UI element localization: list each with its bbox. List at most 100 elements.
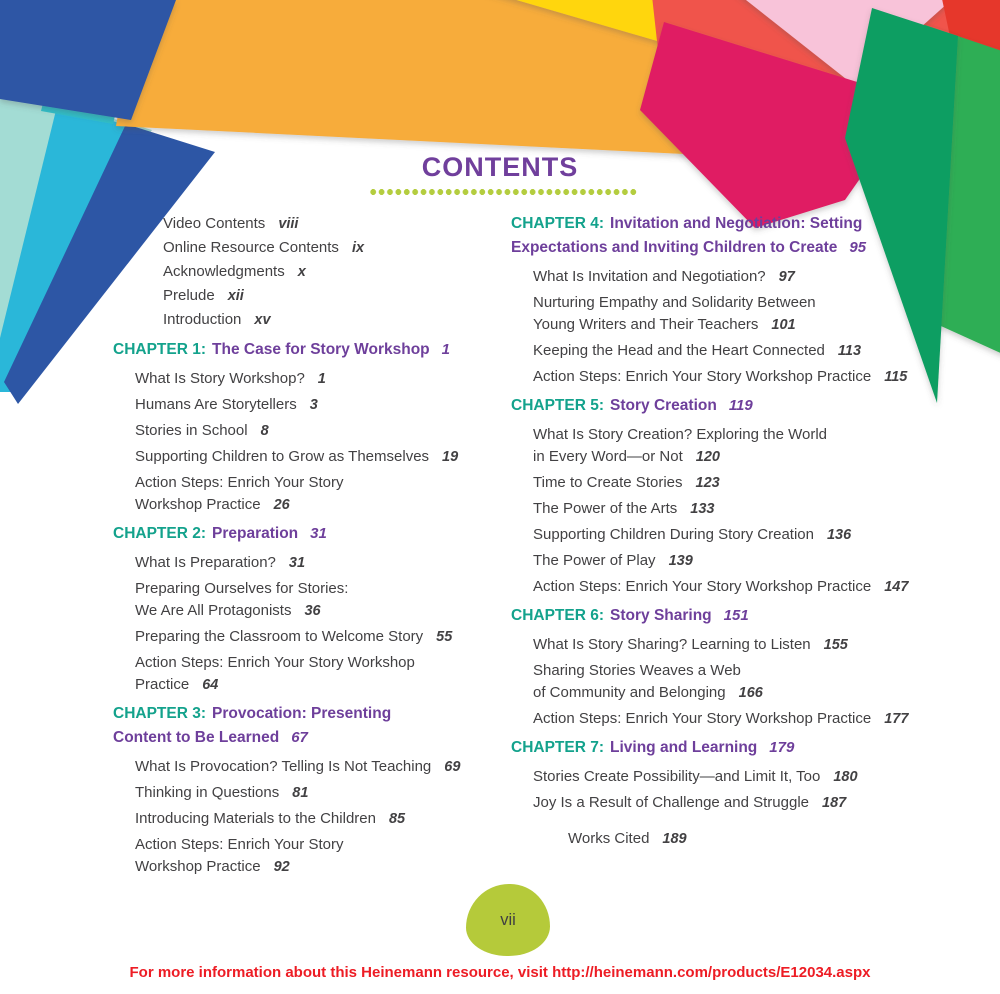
paper-magenta-sheet	[640, 22, 915, 228]
toc-item: What Is Invitation and Negotiation? 97	[511, 266, 899, 288]
item-page-number: 187	[822, 795, 847, 811]
chapter-label: CHAPTER 6:	[511, 607, 605, 624]
item-label: Workshop Practice	[135, 858, 261, 875]
toc-item: What Is Story Workshop? 1	[113, 368, 495, 390]
toc-item: Stories Create Possibility—and Limit It,…	[511, 766, 899, 788]
page-number-badge: vii	[466, 884, 550, 956]
front-matter-item: Prelude xii	[163, 284, 495, 308]
toc-item: Action Steps: Enrich Your Story Workshop…	[511, 576, 908, 598]
item-label: Time to Create Stories	[533, 474, 683, 491]
item-label: The Power of Play	[533, 552, 656, 569]
chapter-page-number: 95	[849, 239, 867, 256]
chapter-page-number: 179	[769, 739, 795, 756]
toc-item: Time to Create Stories 123	[511, 472, 899, 494]
front-matter-item: Video Contents viii	[163, 212, 495, 236]
chapter-title: Invitation and Negotiation: Setting	[610, 215, 863, 232]
chapter-title: Preparation	[212, 525, 299, 542]
chapter-label: CHAPTER 3:	[113, 705, 207, 722]
item-page-number: x	[297, 264, 306, 280]
toc-item: Supporting Children During Story Creatio…	[511, 524, 899, 546]
chapter-page-number: 151	[723, 607, 749, 624]
paper-royal-blue-sheet	[0, 0, 176, 120]
chapter-label: CHAPTER 4:	[511, 215, 605, 232]
chapter-entry: CHAPTER 6: Story Sharing 151 What Is Story…	[511, 604, 908, 730]
chapter-entry: CHAPTER 3: Provocation: Presenting Conten…	[113, 702, 495, 878]
chapter-label: CHAPTER 7:	[511, 739, 605, 756]
chapter-heading: CHAPTER 5: Story Creation 119	[511, 394, 899, 418]
item-label: Action Steps: Enrich Your Story	[135, 836, 344, 853]
item-page-number: 81	[292, 785, 309, 801]
item-page-number: 26	[273, 497, 290, 513]
item-label: Nurturing Empathy and Solidarity Between	[533, 294, 816, 311]
chapter-heading: CHAPTER 4: Invitation and Negotiation: Se…	[511, 212, 899, 260]
item-page-number: 69	[444, 759, 461, 775]
chapter-entry: CHAPTER 4: Invitation and Negotiation: Se…	[511, 212, 907, 388]
toc-item: What Is Provocation? Telling Is Not Teac…	[113, 756, 495, 778]
front-matter-item: Acknowledgments x	[163, 260, 495, 284]
item-label: What Is Story Workshop?	[135, 370, 305, 387]
chapter-title: Content to Be Learned	[113, 729, 280, 746]
paper-yellow-sheet	[516, 0, 909, 96]
toc-column-right: CHAPTER 4: Invitation and Negotiation: Se…	[511, 206, 908, 854]
item-page-number: 166	[738, 685, 763, 701]
item-page-number: 133	[690, 501, 715, 517]
chapter-page-number: 1	[441, 341, 450, 358]
toc-item: The Power of the Arts 133	[511, 498, 899, 520]
toc-item: Keeping the Head and the Heart Connected…	[511, 340, 899, 362]
toc-item: Action Steps: Enrich Your Story Workshop…	[113, 472, 495, 516]
chapter-entry: CHAPTER 5: Story Creation 119 What Is Stor…	[511, 394, 908, 598]
item-page-number: 31	[288, 555, 306, 571]
item-label: Action Steps: Enrich Your Story	[135, 474, 344, 491]
item-label: Thinking in Questions	[135, 784, 280, 801]
item-page-number: 113	[837, 343, 862, 359]
paper-cyan-band	[0, 102, 130, 392]
chapter-page-number: 67	[291, 729, 308, 746]
item-label: Workshop Practice	[135, 496, 261, 513]
item-label: Online Resource Contents	[163, 239, 339, 256]
item-page-number: 147	[884, 579, 909, 595]
chapter-heading: CHAPTER 2: Preparation 31	[113, 522, 495, 546]
toc-item: Nurturing Empathy and Solidarity Between…	[511, 292, 899, 336]
item-label: The Power of the Arts	[533, 500, 678, 517]
toc-item: Action Steps: Enrich Your Story Workshop…	[511, 708, 908, 730]
item-label: Action Steps: Enrich Your Story Workshop…	[533, 368, 872, 385]
toc-item: Action Steps: Enrich Your Story Workshop…	[511, 366, 907, 388]
paper-bright-green-sheet	[910, 25, 1000, 353]
item-label: Stories in School	[135, 422, 248, 439]
chapter-title: Story Creation	[610, 397, 717, 414]
page-title: CONTENTS	[421, 152, 579, 182]
paper-pink-sheet	[746, 0, 952, 86]
item-page-number: 8	[260, 423, 269, 439]
toc-item: Joy Is a Result of Challenge and Struggl…	[511, 792, 899, 814]
item-page-number: 155	[823, 637, 848, 653]
chapter-entry: CHAPTER 7: Living and Learning 179 Stories…	[511, 736, 899, 814]
toc-item: Stories in School 8	[113, 420, 495, 442]
contents-dotted-divider	[369, 189, 637, 195]
item-label: Young Writers and Their Teachers	[533, 316, 759, 333]
works-cited-item: Works Cited 189	[511, 828, 899, 850]
item-label: What Is Story Creation? Exploring the Wo…	[533, 426, 828, 443]
footer-note[interactable]: For more information about this Heineman…	[129, 964, 871, 981]
item-page-number: 120	[695, 449, 720, 465]
item-page-number: 55	[436, 629, 453, 645]
item-page-number: 123	[695, 475, 720, 491]
toc-item: What Is Story Creation? Exploring the Wo…	[511, 424, 899, 468]
chapter-page-number: 119	[728, 397, 753, 414]
chapter-title: Living and Learning	[610, 739, 758, 756]
paper-red-corner	[942, 0, 1000, 83]
item-label: Introduction	[163, 311, 242, 328]
chapter-label: CHAPTER 1:	[113, 341, 207, 358]
item-label: Prelude	[163, 287, 215, 304]
chapter-title: Story Sharing	[610, 607, 712, 624]
item-label: What Is Preparation?	[135, 554, 276, 571]
item-label: Preparing Ourselves for Stories:	[135, 580, 349, 597]
toc-item: Supporting Children to Grow as Themselve…	[113, 446, 495, 468]
item-label: Action Steps: Enrich Your Story Workshop…	[533, 578, 872, 595]
item-label: Acknowledgments	[163, 263, 285, 280]
item-label: Keeping the Head and the Heart Connected	[533, 342, 825, 359]
item-label: Humans Are Storytellers	[135, 396, 297, 413]
item-page-number: viii	[278, 216, 299, 232]
item-page-number: 92	[273, 859, 290, 875]
item-label: Preparing the Classroom to Welcome Story	[135, 628, 424, 645]
